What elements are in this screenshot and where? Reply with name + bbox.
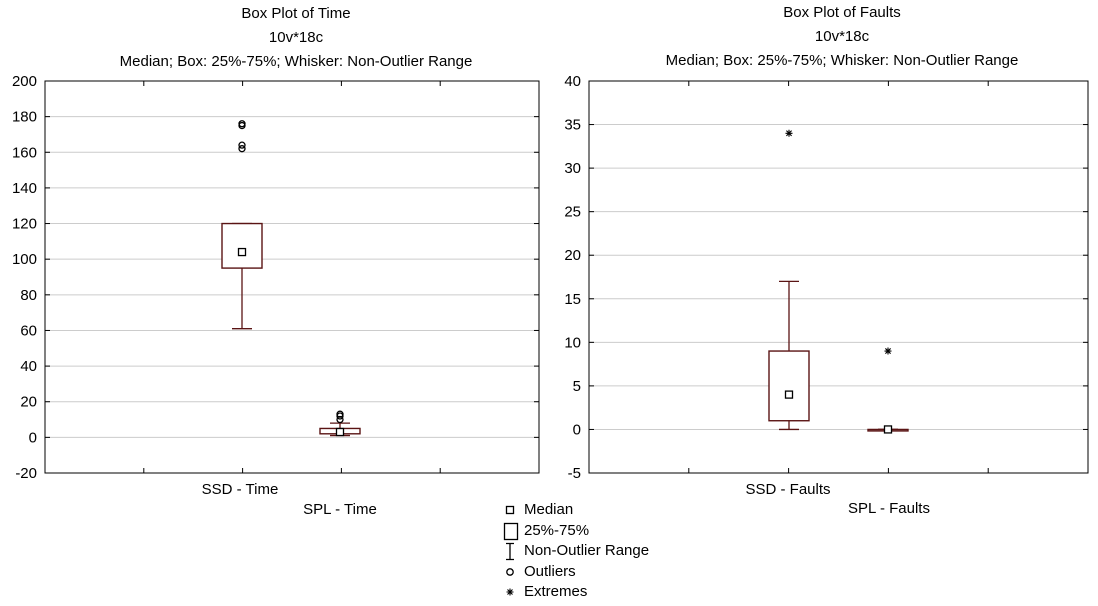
y-tick-label: 30 [564, 160, 581, 177]
median-marker [784, 390, 794, 399]
median-marker-icon [505, 505, 515, 515]
outlier-point [336, 415, 344, 424]
iqr-box [221, 222, 263, 269]
legend-item-outliers: Outliers [503, 562, 649, 583]
legend-label-extremes: Extremes [524, 583, 588, 600]
y-tick-label: 180 [12, 109, 37, 126]
outlier-point [238, 145, 246, 153]
legend: Median 25%-75% Non-Outlier Range Outlier… [503, 500, 649, 603]
y-tick-label: 120 [12, 216, 37, 233]
legend-label-box: 25%-75% [524, 521, 590, 539]
x-category-label: SPL - Faults [848, 500, 930, 517]
median-marker [883, 425, 893, 434]
extreme-marker-icon [506, 588, 514, 596]
whisker-marker-icon [506, 542, 514, 561]
legend-label-median: Median [524, 501, 574, 518]
outlier-marker-icon [506, 567, 514, 576]
y-tick-label: 0 [573, 421, 581, 438]
chart-caption: Median; Box: 25%-75%; Whisker: Non-Outli… [120, 53, 473, 70]
y-tick-label: 200 [12, 73, 37, 90]
y-tick-label: -5 [568, 465, 581, 482]
y-tick-label: 35 [564, 117, 581, 134]
outlier-point [238, 141, 246, 149]
y-tick-label: 25 [564, 204, 581, 221]
x-category-label: SSD - Time [202, 481, 279, 498]
legend-item-extremes: Extremes [503, 582, 649, 603]
y-tick-label: 10 [564, 334, 581, 351]
y-tick-label: 80 [20, 287, 37, 304]
legend-label-range: Non-Outlier Range [524, 542, 650, 559]
y-tick-label: 5 [573, 378, 581, 395]
box-ssd-faults [768, 129, 810, 431]
y-tick-label: 40 [20, 358, 37, 375]
y-tick-label: 140 [12, 180, 37, 197]
chart-caption: Median; Box: 25%-75%; Whisker: Non-Outli… [666, 52, 1019, 69]
x-category-label: SSD - Faults [745, 481, 830, 498]
y-tick-label: 100 [12, 251, 37, 268]
iqr-box [768, 350, 810, 422]
x-category-label: SPL - Time [303, 501, 377, 518]
outlier-point [238, 120, 246, 128]
plot-frame [44, 80, 540, 474]
chart-subtitle: 10v*18c [815, 28, 870, 45]
y-tick-label: -20 [15, 465, 37, 482]
y-tick-label: 0 [29, 429, 37, 446]
outlier-point [336, 410, 344, 418]
y-tick-label: 20 [20, 394, 37, 411]
chart-title: Box Plot of Time [241, 5, 350, 22]
median-marker [237, 247, 247, 257]
plot-frame [588, 80, 1089, 474]
y-tick-label: 160 [12, 144, 37, 161]
legend-item-range: Non-Outlier Range [503, 541, 649, 562]
chart-title: Box Plot of Faults [783, 4, 901, 21]
median-marker [335, 427, 345, 437]
chart-subtitle: 10v*18c [269, 29, 324, 46]
box-ssd-time [221, 120, 263, 330]
extreme-point [884, 347, 892, 355]
box-spl-faults [867, 347, 909, 434]
legend-label-outliers: Outliers [524, 562, 576, 580]
y-tick-label: 15 [564, 291, 581, 308]
y-tick-label: 40 [564, 73, 581, 90]
box-plot-time: Box Plot of Time 10v*18c Median; Box: 25%-… [12, 5, 540, 518]
y-tick-label: 60 [20, 322, 37, 339]
legend-item-median: Median [503, 500, 649, 521]
box-plot-faults: Box Plot of Faults 10v*18c Median; Box: 25… [564, 4, 1089, 517]
box-marker-icon [503, 522, 519, 540]
box-spl-time [319, 410, 361, 437]
legend-item-box: 25%-75% [503, 521, 649, 542]
extreme-point [785, 129, 793, 137]
y-tick-label: 20 [564, 247, 581, 264]
